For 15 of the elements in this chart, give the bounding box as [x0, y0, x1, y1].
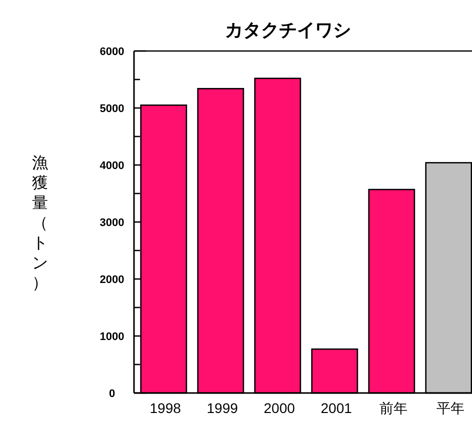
- chart-title: カタクチイワシ: [225, 20, 351, 40]
- x-tick-label: 1999: [206, 400, 238, 416]
- y-tick-label: 5000: [100, 103, 124, 115]
- y-tick-label: 6000: [100, 46, 124, 58]
- x-tick-label: 2000: [264, 400, 296, 416]
- y-tick-label: 1000: [100, 331, 124, 343]
- y-tick-label: 0: [108, 388, 116, 400]
- y-axis-title: 漁獲量（トン）: [32, 155, 48, 292]
- y-tick-label: 4000: [100, 160, 124, 172]
- x-tick-label: 前年: [379, 400, 408, 416]
- x-tick-label: 2001: [320, 400, 352, 416]
- x-tick-label: 平年: [436, 400, 464, 416]
- x-tick-label: 1998: [150, 400, 182, 416]
- y-tick-label: 2000: [100, 274, 124, 286]
- y-tick-label: 3000: [100, 217, 124, 229]
